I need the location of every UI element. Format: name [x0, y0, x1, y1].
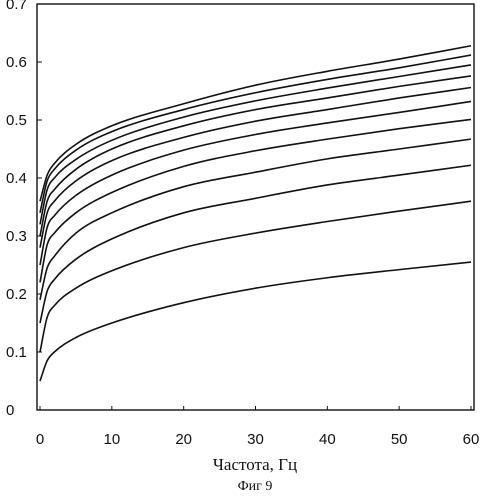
x-axis-label: Частота, Гц — [213, 455, 297, 474]
y-tick-label: 0.4 — [6, 170, 27, 187]
figure-caption: Фиг 9 — [238, 479, 273, 494]
x-tick-label: 60 — [463, 431, 480, 448]
x-axis: 0 10 20 30 40 50 60 — [36, 406, 480, 448]
y-tick-label: 0.3 — [6, 228, 27, 245]
x-tick-label: 10 — [103, 431, 120, 448]
x-tick-label: 40 — [319, 431, 336, 448]
x-tick-label: 50 — [391, 431, 408, 448]
y-tick-label: 0.2 — [6, 286, 27, 303]
series-line-8 — [40, 76, 471, 236]
series-line-6 — [40, 101, 471, 265]
y-tick-label: 0.6 — [6, 54, 27, 71]
series-group — [40, 46, 471, 381]
y-tick-label: 0.5 — [6, 112, 27, 129]
series-line-3 — [40, 165, 471, 323]
plot-frame — [37, 4, 474, 410]
x-tick-label: 20 — [175, 431, 192, 448]
y-tick-label: 0.7 — [6, 0, 27, 13]
x-tick-label: 30 — [247, 431, 264, 448]
series-line-9 — [40, 65, 471, 225]
series-line-1 — [40, 262, 471, 381]
y-tick-label: 0 — [6, 402, 14, 419]
series-line-2 — [40, 201, 471, 352]
x-tick-label: 0 — [36, 431, 44, 448]
y-tick-label: 0.1 — [6, 344, 27, 361]
